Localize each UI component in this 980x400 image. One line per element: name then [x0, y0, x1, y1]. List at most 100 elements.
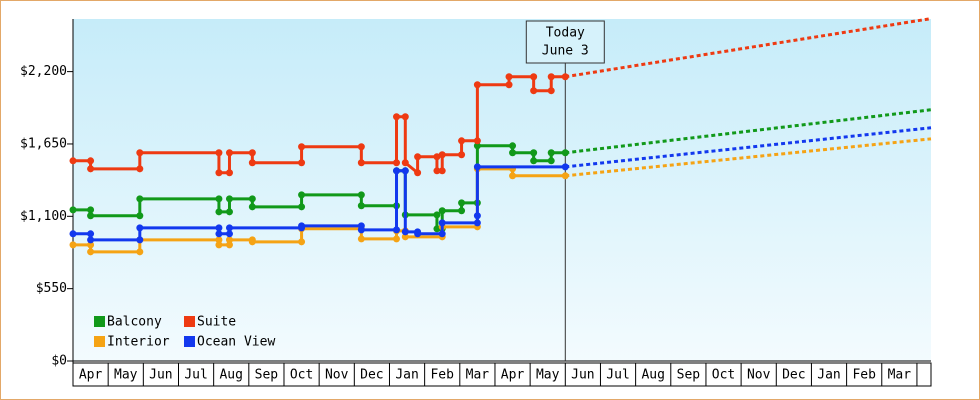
price-point — [87, 230, 95, 238]
month-label: Nov — [325, 368, 349, 383]
today-label: Today — [546, 26, 585, 41]
price-point — [225, 195, 233, 203]
price-point — [414, 169, 422, 177]
price-point — [69, 230, 77, 238]
month-label: Feb — [852, 368, 876, 383]
price-point — [530, 157, 538, 165]
month-label: Oct — [290, 368, 313, 383]
price-point — [438, 230, 446, 238]
price-line — [73, 167, 566, 254]
month-label: Nov — [747, 368, 771, 383]
price-point — [433, 225, 441, 233]
price-point — [136, 195, 144, 203]
price-point — [547, 149, 555, 157]
price-point — [248, 238, 256, 246]
y-tick-label: $550 — [36, 281, 67, 296]
price-point — [401, 228, 409, 236]
month-label: Oct — [712, 368, 735, 383]
price-point — [509, 172, 517, 180]
price-point — [530, 73, 538, 81]
price-point — [458, 151, 466, 159]
price-point — [136, 212, 144, 220]
legend-label: Balcony — [107, 315, 162, 330]
price-point — [414, 230, 422, 238]
month-label: Apr — [501, 368, 525, 383]
price-point — [433, 167, 441, 175]
price-point — [87, 241, 95, 249]
month-label: Jun — [149, 368, 172, 383]
price-point — [248, 159, 256, 167]
price-point — [401, 113, 409, 121]
price-point — [473, 163, 481, 171]
price-point — [473, 219, 481, 227]
price-point — [225, 236, 233, 244]
price-point — [136, 224, 144, 232]
price-point — [225, 149, 233, 157]
price-point — [215, 149, 223, 157]
price-point — [87, 157, 95, 165]
price-point — [298, 222, 306, 230]
price-point — [69, 241, 77, 249]
price-point — [215, 195, 223, 203]
price-point — [136, 165, 144, 173]
legend-label: Suite — [197, 315, 236, 330]
price-point — [414, 153, 422, 161]
price-point — [225, 241, 233, 249]
today-date: June 3 — [542, 44, 589, 59]
price-point — [357, 226, 365, 234]
legend-label: Ocean View — [197, 335, 275, 350]
price-point — [561, 149, 569, 157]
price-point — [298, 191, 306, 199]
price-point — [401, 233, 409, 241]
month-label: Jun — [571, 368, 594, 383]
price-point — [248, 149, 256, 157]
price-point — [357, 159, 365, 167]
price-point — [401, 167, 409, 175]
legend-swatch — [184, 316, 195, 327]
price-point — [136, 248, 144, 256]
price-point — [215, 241, 223, 249]
price-point — [401, 159, 409, 167]
price-point — [248, 195, 256, 203]
y-tick-label: $1,650 — [20, 136, 67, 151]
month-label: Feb — [430, 368, 454, 383]
month-label: Sep — [255, 368, 279, 383]
y-tick-label: $2,200 — [20, 64, 67, 79]
price-point — [473, 212, 481, 220]
forecast-line — [565, 137, 932, 178]
price-point — [505, 73, 513, 81]
price-point — [215, 208, 223, 216]
legend-swatch — [184, 336, 195, 347]
month-label: Aug — [641, 368, 664, 383]
price-point — [225, 224, 233, 232]
y-tick-label: $1,100 — [20, 209, 67, 224]
y-tick-label: $0 — [51, 354, 67, 369]
legend-swatch — [94, 316, 105, 327]
price-point — [225, 230, 233, 238]
month-label: May — [536, 368, 560, 383]
month-label: Sep — [677, 368, 701, 383]
price-point — [225, 208, 233, 216]
month-label: Jul — [606, 368, 629, 383]
price-point — [136, 236, 144, 244]
month-label: Aug — [219, 368, 242, 383]
price-point — [69, 206, 77, 214]
legend-label: Interior — [107, 335, 170, 350]
price-point — [357, 202, 365, 210]
today-box — [525, 20, 605, 64]
price-point — [547, 87, 555, 95]
price-point — [561, 73, 569, 81]
plot-area — [73, 19, 931, 361]
price-point — [357, 235, 365, 243]
month-label: Dec — [782, 368, 805, 383]
month-label: Mar — [888, 368, 912, 383]
price-point — [458, 207, 466, 215]
month-label: Jan — [817, 368, 840, 383]
price-point — [433, 153, 441, 161]
price-point — [433, 211, 441, 219]
price-point — [547, 157, 555, 165]
price-point — [438, 207, 446, 215]
price-point — [473, 142, 481, 150]
price-point — [87, 212, 95, 220]
